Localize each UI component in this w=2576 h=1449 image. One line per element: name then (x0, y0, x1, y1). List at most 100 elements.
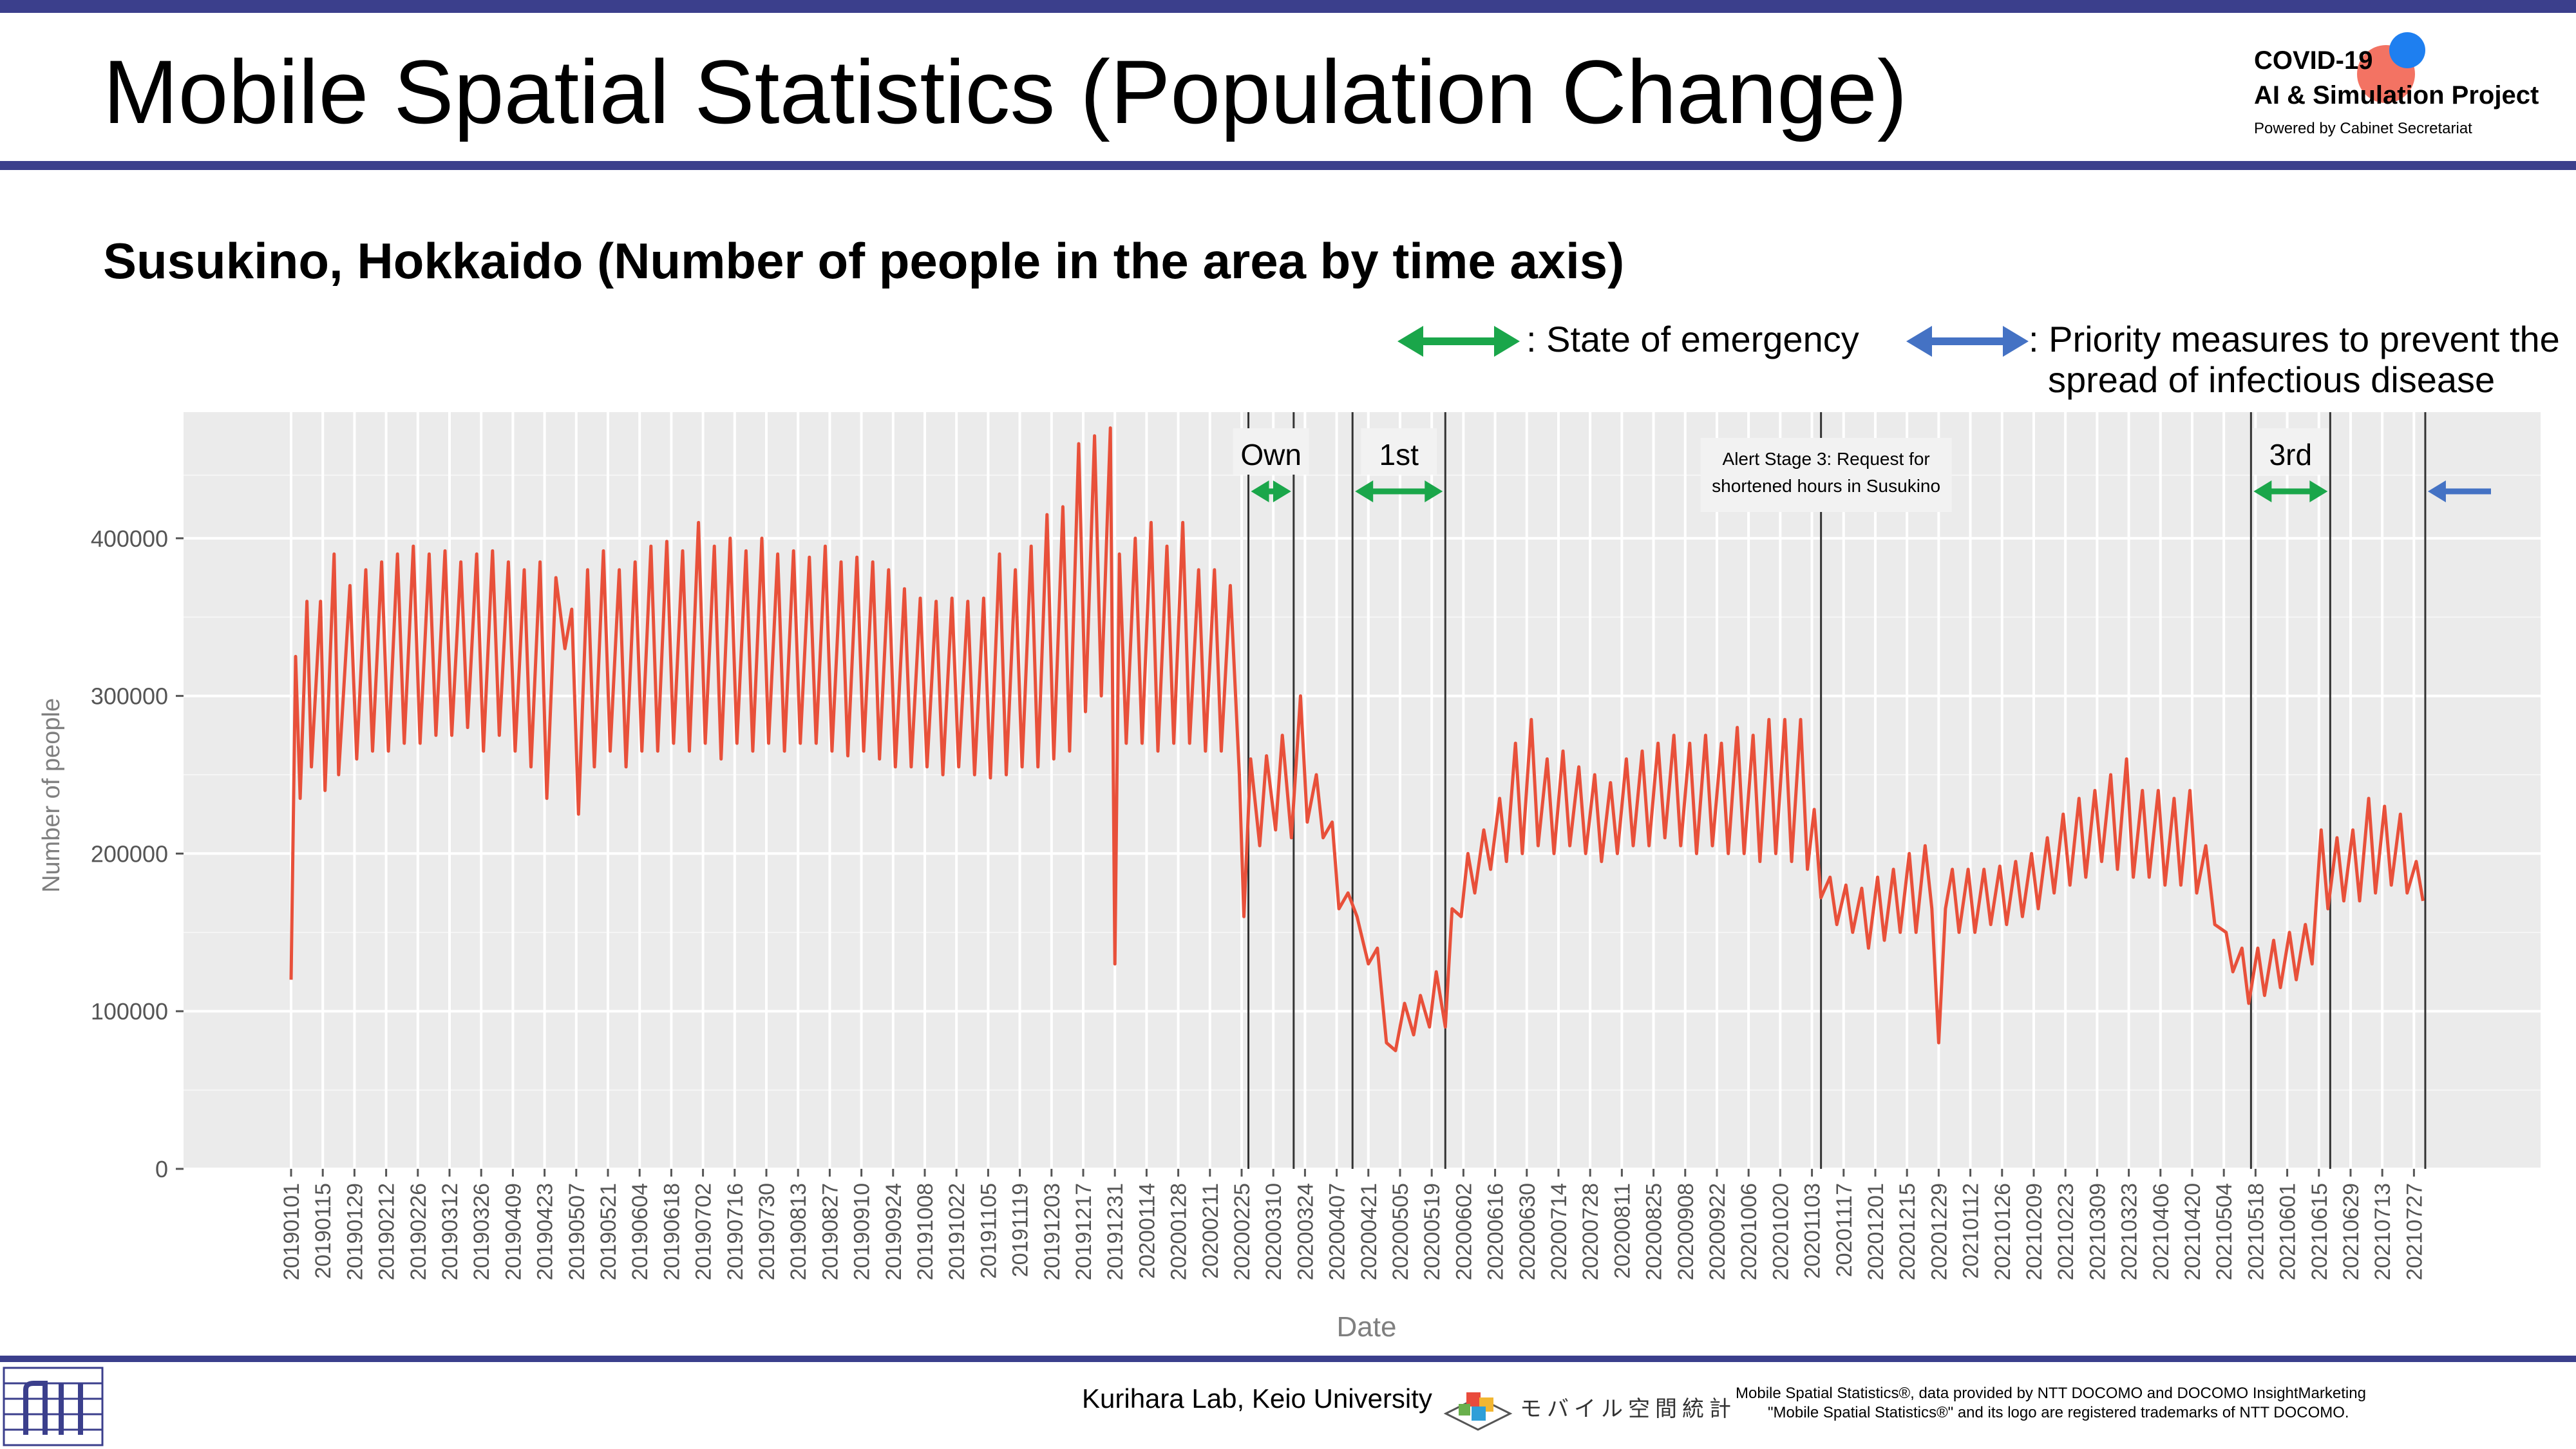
x-tick-layer: 20190101 20190115 20190129 20190212 20190226… (279, 1169, 2427, 1280)
title-rule (0, 161, 2576, 170)
emergency-period-arrow (2253, 480, 2328, 502)
y-tick-label: 0 (155, 1156, 168, 1182)
arrow-head-right (1273, 480, 1291, 502)
x-tick-label: 20200407 (1325, 1183, 1350, 1280)
legend-emergency-arrow-icon (1397, 326, 1520, 357)
x-tick-label: 20201103 (1801, 1183, 1825, 1279)
x-tick-label: 20191119 (1009, 1183, 1033, 1277)
x-tick-label: 20210406 (2149, 1183, 2174, 1280)
x-tick-label: 20201229 (1927, 1183, 1951, 1280)
x-tick-label: 20200728 (1578, 1183, 1603, 1280)
y-tick-label: 300000 (91, 683, 168, 710)
logo-line3: Powered by Cabinet Secretariat (2254, 120, 2472, 137)
alert-note-line2: shortened hours in Susukino (1712, 476, 1940, 496)
x-tick-label: 20190813 (786, 1183, 811, 1280)
x-tick-label: 20190618 (659, 1183, 684, 1280)
x-tick-label: 20201020 (1768, 1183, 1793, 1280)
x-tick-label: 20200225 (1230, 1183, 1255, 1280)
arrow-head-left (2427, 480, 2446, 502)
x-tick-label: 20210615 (2307, 1183, 2332, 1280)
annotation-label: 3rd (2269, 438, 2312, 471)
x-axis-title: Date (1337, 1311, 1397, 1343)
chart-title: Susukino, Hokkaido (Number of people in … (103, 232, 1625, 289)
page-title: Mobile Spatial Statistics (Population Ch… (103, 41, 1908, 142)
legend-priority-label-line1: : Priority measures to prevent the (2029, 319, 2560, 359)
x-tick-label: 20201201 (1864, 1183, 1888, 1280)
x-tick-label: 20190115 (311, 1183, 336, 1279)
arrow-head-left (1251, 480, 1269, 502)
x-tick-label: 20200714 (1547, 1183, 1571, 1280)
x-tick-label: 20200505 (1388, 1183, 1413, 1280)
x-tick-label: 20210112 (1959, 1183, 1984, 1279)
x-tick-label: 20191203 (1040, 1183, 1065, 1280)
emergency-period-arrow (1355, 480, 1443, 502)
x-tick-label: 20190101 (279, 1183, 304, 1280)
footer-credit: Kurihara Lab, Keio University (1082, 1383, 1432, 1414)
x-tick-label: 20210309 (2085, 1183, 2110, 1280)
legend-priority-label-line2: spread of infectious disease (2048, 359, 2496, 400)
x-tick-label: 20210223 (2054, 1183, 2078, 1280)
x-tick-label: 20190910 (850, 1183, 875, 1280)
x-tick-label: 20191008 (913, 1183, 938, 1280)
x-tick-label: 20191217 (1072, 1183, 1096, 1280)
x-tick-label: 20190423 (533, 1183, 558, 1280)
x-tick-label: 20210126 (1991, 1183, 2015, 1280)
x-tick-label: 20190129 (343, 1183, 367, 1280)
footer-rule (0, 1356, 2576, 1362)
logo-blue-dot (2389, 32, 2425, 68)
plot-background (184, 412, 2541, 1169)
kurihara-lab-logo-icon (3, 1367, 104, 1446)
annotation-label: Own (1240, 438, 1302, 471)
x-tick-label: 20201006 (1737, 1183, 1761, 1280)
x-tick-label: 20190507 (565, 1183, 589, 1280)
x-tick-label: 20190326 (469, 1183, 494, 1280)
x-tick-label: 20190827 (818, 1183, 842, 1280)
footer-trademark-note-line1: Mobile Spatial Statistics®, data provide… (1736, 1385, 2366, 1402)
logo-line1: COVID-19 (2254, 46, 2373, 75)
priority-period-arrow (2427, 480, 2491, 502)
annotation-label-box (1233, 428, 1309, 475)
x-tick-label: 20200811 (1610, 1183, 1634, 1279)
logo-line2: AI & Simulation Project (2254, 81, 2539, 109)
alert-note-box (1700, 438, 1952, 512)
x-tick-label: 20190604 (628, 1183, 652, 1280)
y-tick-label: 400000 (91, 526, 168, 552)
x-tick-label: 20210518 (2244, 1183, 2268, 1280)
x-tick-label: 20210629 (2339, 1183, 2363, 1280)
alert-note-line1: Alert Stage 3: Request for (1723, 449, 1930, 469)
x-tick-label: 20190521 (596, 1183, 621, 1280)
annotation-label: 1st (1379, 438, 1419, 471)
emergency-period-arrow (1251, 480, 1291, 502)
x-tick-label: 20200908 (1674, 1183, 1698, 1280)
annotation-layer: Own 1st Alert Stage 3: Request for shortene… (1233, 428, 2491, 512)
x-tick-label: 20200519 (1420, 1183, 1444, 1280)
y-tick-label: 100000 (91, 998, 168, 1025)
x-tick-label: 20200922 (1705, 1183, 1730, 1280)
y-tick-label: 200000 (91, 840, 168, 867)
x-tick-label: 20190212 (375, 1183, 399, 1280)
series-layer (289, 426, 2425, 1052)
x-tick-label: 20191231 (1103, 1183, 1128, 1280)
arrow-head-left (2253, 480, 2272, 502)
x-tick-label: 20190702 (692, 1183, 716, 1280)
x-tick-label: 20190924 (882, 1183, 906, 1280)
y-tick-layer: 0 100000 200000 300000 400000 (91, 526, 184, 1182)
x-tick-label: 20190716 (723, 1183, 748, 1280)
x-tick-label: 20200602 (1452, 1183, 1476, 1280)
x-tick-label: 20200616 (1484, 1183, 1508, 1280)
x-tick-label: 20190409 (501, 1183, 526, 1280)
x-tick-label: 20191105 (976, 1183, 1001, 1279)
mobile-statistics-logo-text: モバイル空間統計 (1520, 1397, 1736, 1421)
x-tick-label: 20210323 (2117, 1183, 2142, 1280)
x-tick-label: 20190312 (438, 1183, 462, 1280)
mobile-statistics-cube-icon (1443, 1392, 1513, 1431)
x-tick-label: 20200211 (1198, 1183, 1223, 1279)
legend-priority-arrow-icon (1906, 326, 2029, 357)
x-tick-label: 20190730 (755, 1183, 779, 1280)
x-tick-label: 20200421 (1357, 1183, 1381, 1280)
x-tick-label: 20191022 (945, 1183, 969, 1280)
x-tick-label: 20210209 (2022, 1183, 2047, 1280)
population-chart: Own 1st Alert Stage 3: Request for shortene… (38, 412, 2541, 1343)
arrow-head-left (1355, 480, 1374, 502)
x-tick-label: 20200825 (1642, 1183, 1667, 1280)
